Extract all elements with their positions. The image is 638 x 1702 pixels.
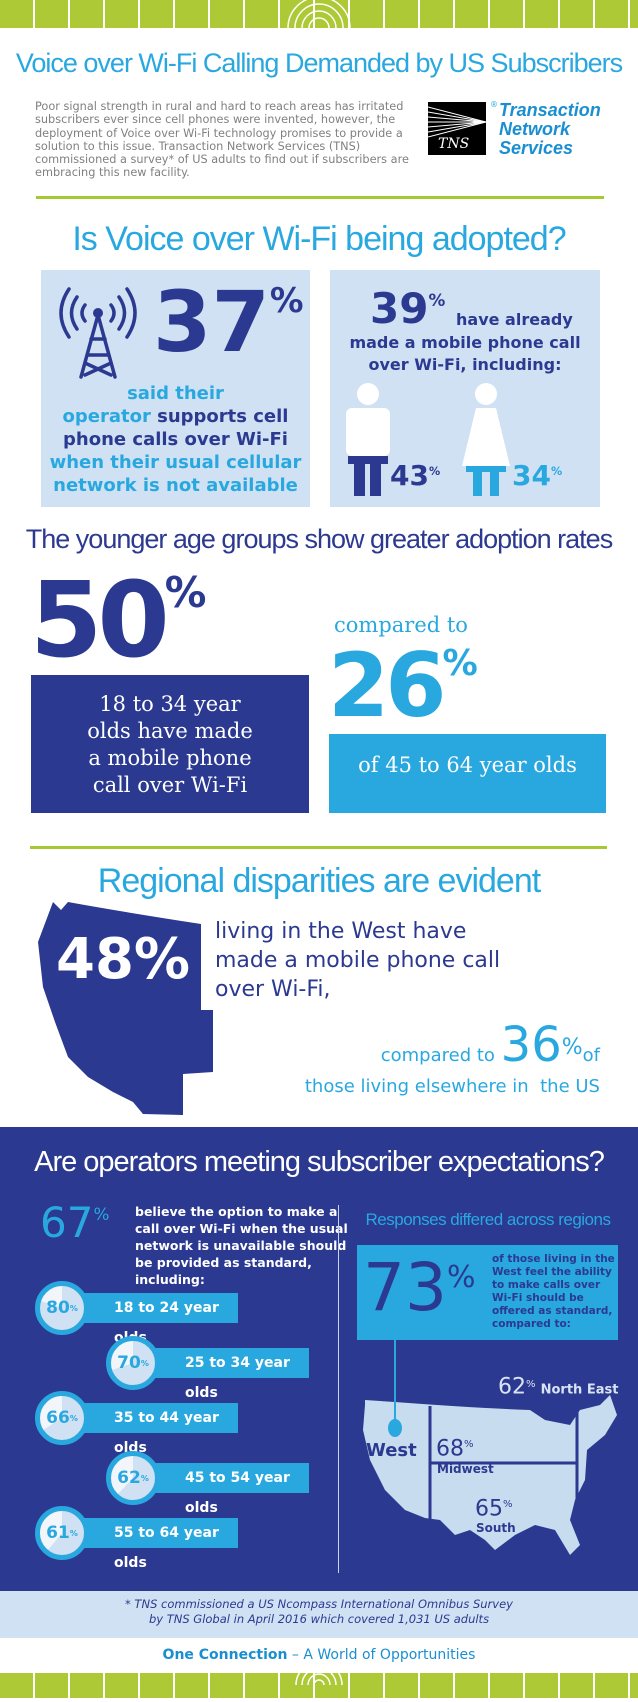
age-group-bar: 45 to 54 year olds: [153, 1463, 309, 1516]
western-us-map: [38, 902, 213, 1115]
tagline: One Connection – A World of Opportunitie…: [162, 1647, 476, 1663]
tns-logo-text: Transaction Network Services: [499, 100, 601, 158]
tns-logo-mark: TNS: [428, 102, 486, 155]
west-standard-stat: 73%: [363, 1249, 476, 1326]
female-figure-icon: [462, 383, 510, 496]
map-midwest-stat: 68%: [436, 1436, 474, 1462]
age-group-pie: 61%: [35, 1506, 89, 1560]
male-stat: 43%: [390, 459, 441, 492]
map-south-stat: 65%: [475, 1496, 513, 1522]
female-stat: 34%: [512, 459, 563, 492]
top-decorative-band: [0, 0, 638, 29]
older-stat: 26%: [328, 634, 478, 737]
section-title-age: The younger age groups show greater adop…: [25, 524, 613, 554]
compared-label: compared to: [334, 613, 468, 637]
signal-arcs-icon: [287, 0, 351, 29]
male-figure-icon: [346, 383, 390, 496]
age-group-bar: 18 to 24 year olds: [82, 1293, 238, 1346]
map-label-midwest: Midwest: [437, 1462, 494, 1476]
map-label-south: South: [476, 1521, 516, 1535]
age-group-bar: 25 to 34 year olds: [153, 1348, 309, 1401]
age-group-pie: 66%: [35, 1391, 89, 1445]
standard-text: believe the option to make a call over Wi…: [135, 1204, 348, 1287]
standard-stat: 67%: [40, 1198, 110, 1247]
section-title-operators: Are operators meeting subscriber expecta…: [34, 1146, 605, 1178]
divider: [36, 196, 604, 199]
west-text: living in the West have made a mobile pho…: [215, 919, 501, 1002]
elsewhere-text: those living elsewhere in the US: [304, 1076, 600, 1097]
made-call-stat: 39%: [370, 284, 446, 333]
bottom-decorative-band: [0, 1661, 638, 1698]
older-text-box: of 45 to 64 year olds: [329, 734, 606, 813]
page-title: Voice over Wi-Fi Calling Demanded by US …: [15, 48, 623, 78]
vertical-divider: [338, 1205, 339, 1573]
section-title-regional: Regional disparities are evident: [97, 862, 541, 900]
elsewhere-compare: compared to 36%of: [380, 1017, 600, 1073]
age-group-bar: 35 to 44 year olds: [82, 1403, 238, 1456]
cell-tower-icon: [59, 287, 137, 379]
made-call-card: 39% have already made a mobile phone cal…: [330, 270, 600, 507]
young-stat: 50%: [30, 559, 207, 681]
operator-support-text: said their operator supports cell phone …: [49, 383, 302, 496]
regions-title: Responses differed across regions: [365, 1210, 611, 1229]
operator-support-stat: 37%: [153, 273, 304, 371]
registered-mark: ®: [490, 100, 498, 109]
divider: [30, 846, 607, 849]
tns-lines-icon: [428, 106, 486, 138]
survey-note: * TNS commissioned a US Ncompass Interna…: [0, 1591, 638, 1638]
west-standard-box: 73% of those living in the West feel the …: [357, 1245, 618, 1340]
map-northeast-stat: 62% North East: [498, 1374, 619, 1400]
age-group-bar: 55 to 64 year olds: [82, 1518, 238, 1571]
operator-support-card: 37% said their operator supports cell ph…: [41, 270, 310, 507]
age-group-pie: 70%: [106, 1336, 160, 1390]
section-title-adoption: Is Voice over Wi-Fi being adopted?: [72, 220, 566, 258]
age-group-pie: 80%: [35, 1281, 89, 1335]
signal-arcs-icon: [295, 1661, 343, 1686]
us-regions-map: [363, 1340, 617, 1555]
young-text-box: 18 to 34 year olds have made a mobile phon…: [31, 675, 309, 813]
intro-text: Poor signal strength in rural and hard t…: [35, 100, 409, 180]
map-label-west: West: [366, 1440, 417, 1461]
age-group-pie: 62%: [106, 1451, 160, 1505]
west-stat: 48%: [56, 927, 191, 992]
